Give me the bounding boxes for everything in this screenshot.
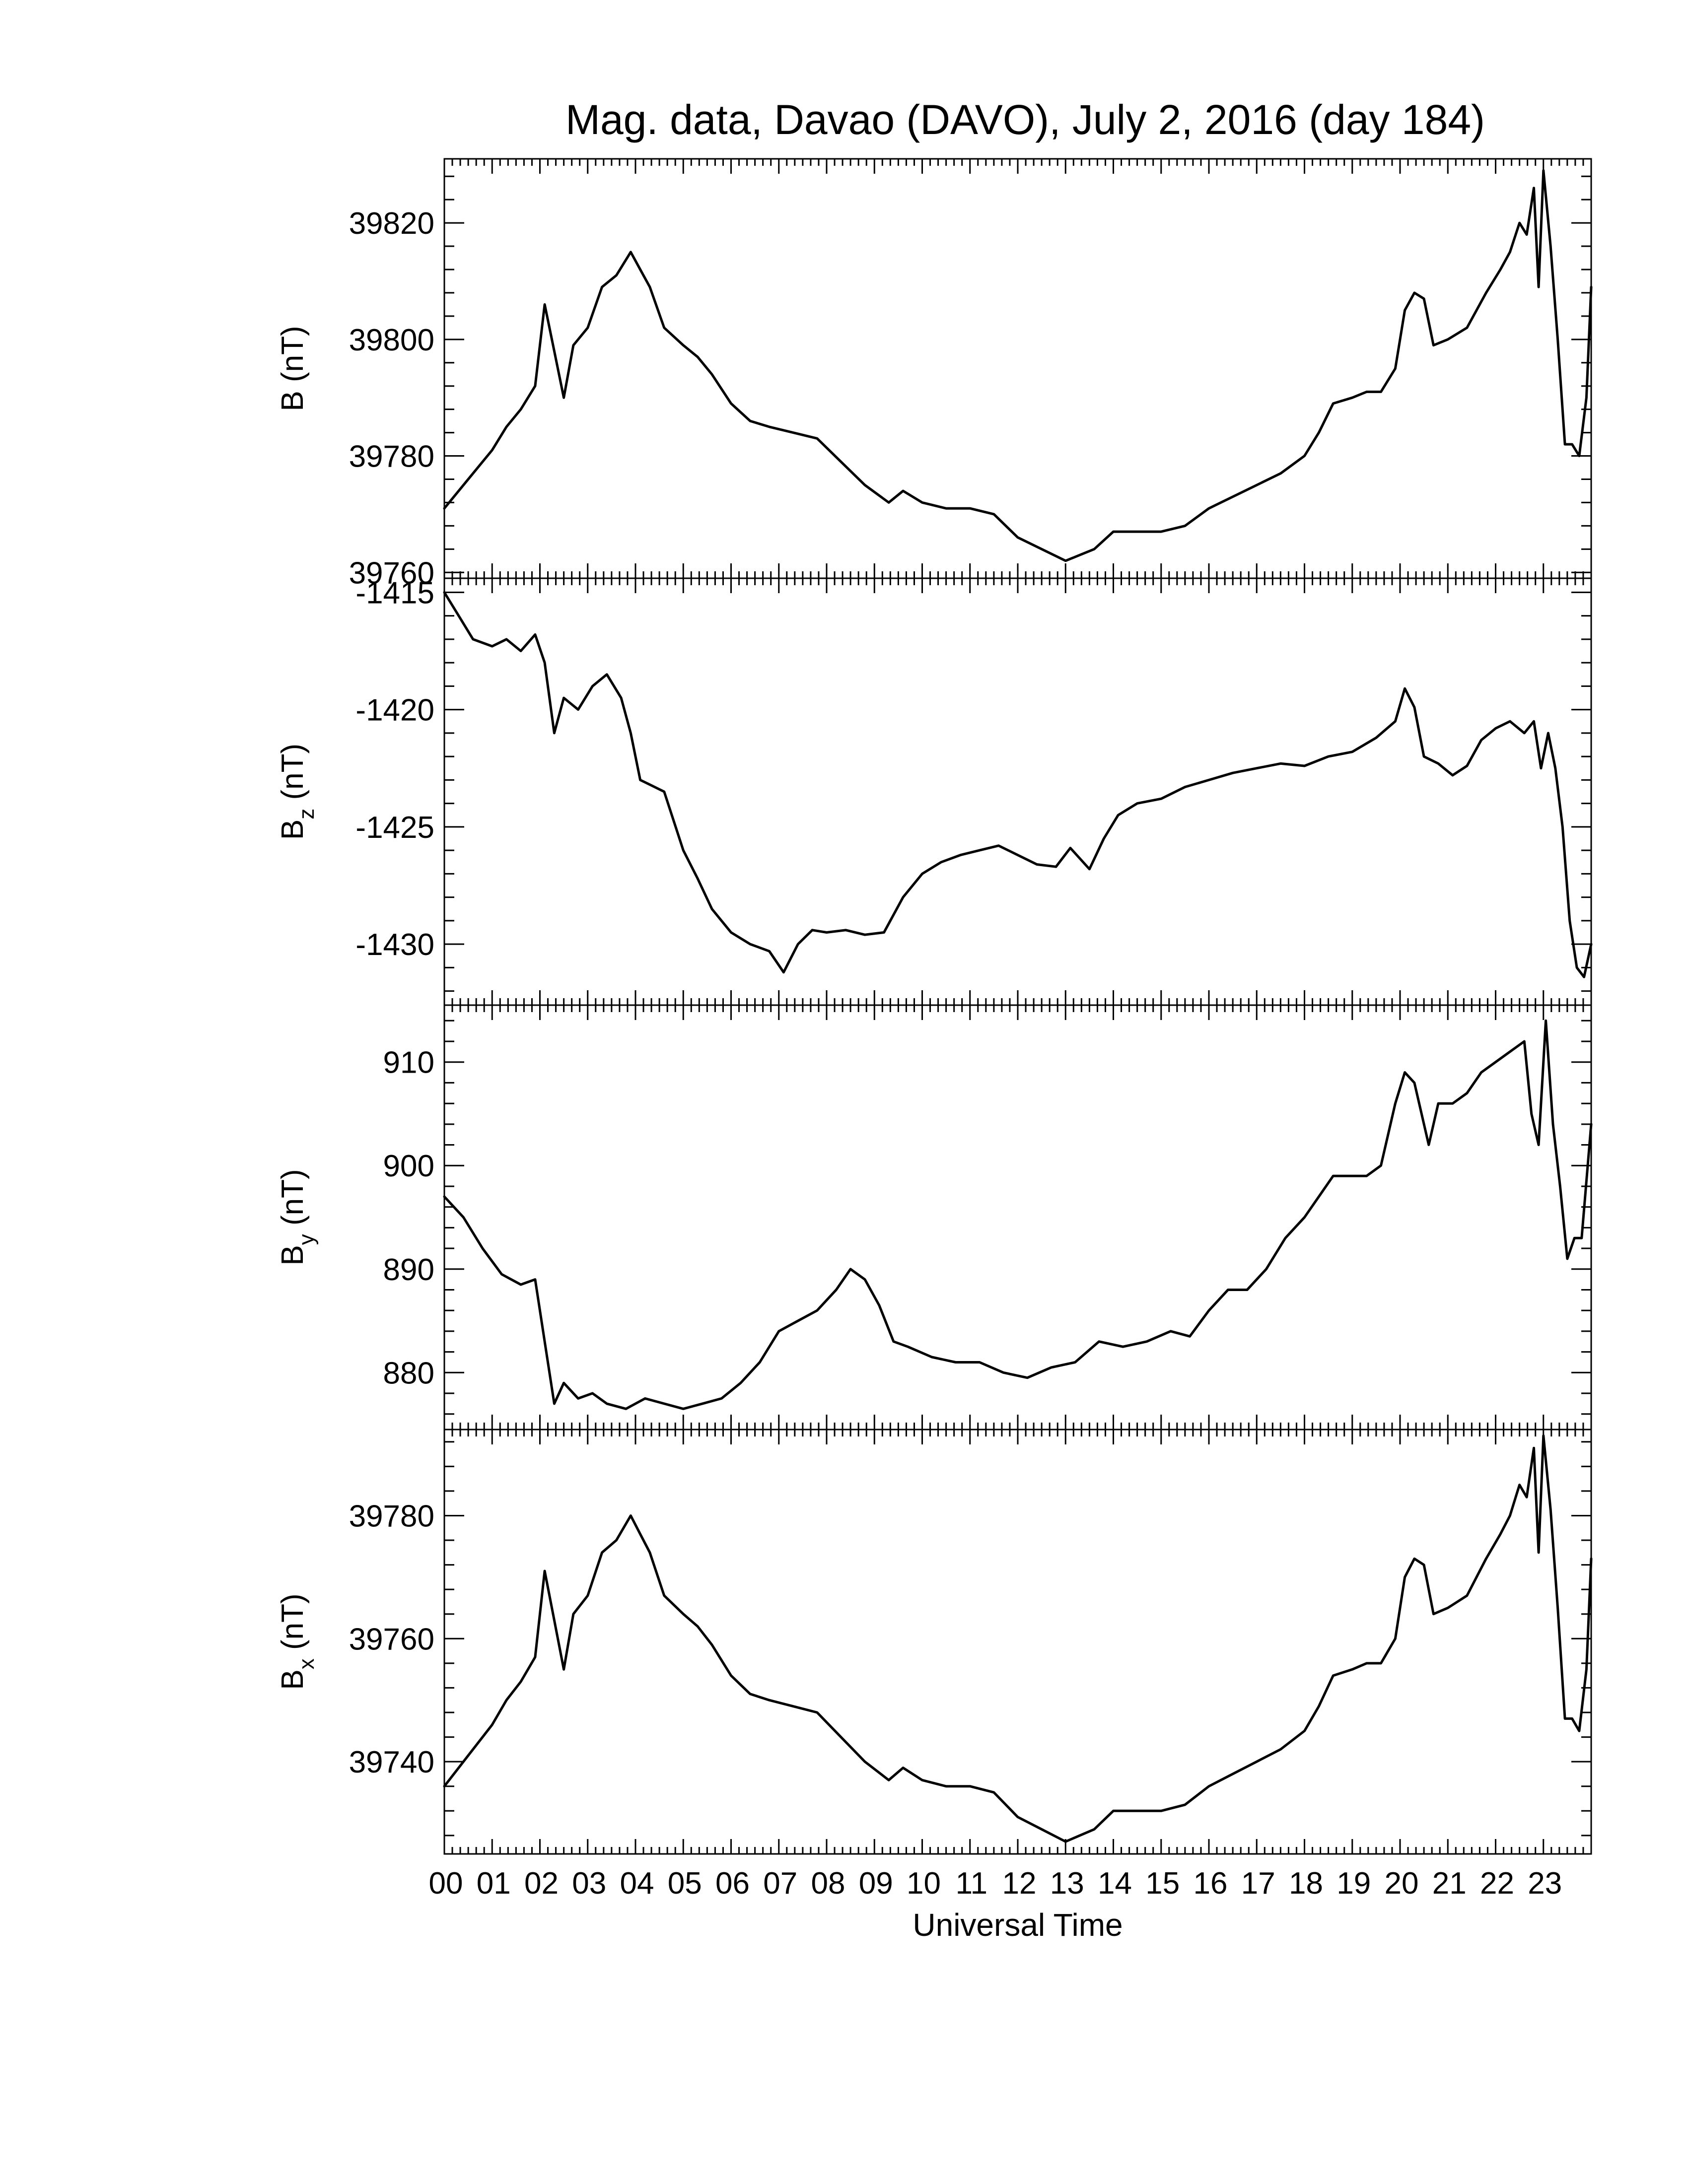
x-tick-label: 20 xyxy=(1385,1866,1419,1901)
x-tick-label: 06 xyxy=(715,1866,750,1901)
x-tick-label: 10 xyxy=(907,1866,941,1901)
y-tick-label: -1425 xyxy=(355,811,434,845)
y-tick-label: 39760 xyxy=(349,556,434,590)
x-tick-label: 01 xyxy=(477,1866,511,1901)
y-tick-label: 39800 xyxy=(349,323,434,357)
x-tick-label: 09 xyxy=(859,1866,893,1901)
y-tick-label: 900 xyxy=(383,1149,434,1183)
x-tick-label: 14 xyxy=(1098,1866,1132,1901)
x-tick-label: 05 xyxy=(668,1866,702,1901)
x-tick-label: 16 xyxy=(1194,1866,1228,1901)
y-axis-label: B (nT) xyxy=(276,326,310,411)
x-tick-label: 21 xyxy=(1432,1866,1467,1901)
x-tick-label: 03 xyxy=(572,1866,606,1901)
x-tick-label: 23 xyxy=(1528,1866,1562,1901)
panel-b-total: 39760 39780 39800 39820 B (nT) xyxy=(276,158,1593,590)
x-tick-label: 22 xyxy=(1480,1866,1514,1901)
panels: 39760 39780 39800 39820 B (nT) -1415 -1420 -142… xyxy=(276,158,1593,1855)
y-tick-label: 39820 xyxy=(349,206,434,241)
x-tick-label: 07 xyxy=(763,1866,797,1901)
y-tick-label: 39780 xyxy=(349,1499,434,1533)
x-tick-label: 18 xyxy=(1289,1866,1323,1901)
y-tick-label: 890 xyxy=(383,1253,434,1287)
x-axis: 00 01 02 03 04 05 06 07 08 09 10 11 12 13 14 15 16 17 18 19… xyxy=(429,1866,1562,1901)
y-axis-label: Bz (nT) xyxy=(276,744,319,840)
x-tick-label: 12 xyxy=(1002,1866,1037,1901)
x-tick-label: 08 xyxy=(811,1866,845,1901)
y-axis-label: By (nT) xyxy=(276,1169,319,1265)
x-tick-label: 11 xyxy=(956,1866,987,1901)
x-tick-label: 19 xyxy=(1336,1866,1371,1901)
y-tick-label: 39760 xyxy=(349,1622,434,1656)
y-tick-label: 910 xyxy=(383,1046,434,1080)
series-line-bx xyxy=(443,1434,1593,1843)
x-tick-label: 15 xyxy=(1145,1866,1180,1901)
x-axis-label: Universal Time xyxy=(913,1907,1123,1943)
series-line-bz xyxy=(443,591,1593,978)
chart-title: Mag. data, Davao (DAVO), July 2, 2016 (d… xyxy=(565,96,1485,143)
x-tick-label: 02 xyxy=(524,1866,559,1901)
y-tick-label: -1430 xyxy=(355,928,434,962)
x-tick-label: 00 xyxy=(429,1866,463,1901)
panel-bz: -1415 -1420 -1425 -1430 Bz (nT) xyxy=(276,576,1593,1006)
series-line-by xyxy=(443,1019,1593,1410)
y-tick-label: 880 xyxy=(383,1356,434,1390)
x-tick-label: 13 xyxy=(1050,1866,1084,1901)
x-tick-label: 17 xyxy=(1241,1866,1275,1901)
y-tick-label: -1415 xyxy=(355,576,434,610)
x-tick-label: 04 xyxy=(620,1866,654,1901)
series-line-b-total xyxy=(443,169,1593,562)
y-tick-label: -1420 xyxy=(355,693,434,728)
y-axis-label: Bx (nT) xyxy=(276,1593,319,1690)
panel-bx: 39740 39760 39780 Bx (nT) xyxy=(276,1429,1593,1855)
y-tick-label: 39740 xyxy=(349,1745,434,1779)
panel-by: 880 890 900 910 By (nT) xyxy=(276,1004,1593,1431)
y-tick-label: 39780 xyxy=(349,440,434,474)
